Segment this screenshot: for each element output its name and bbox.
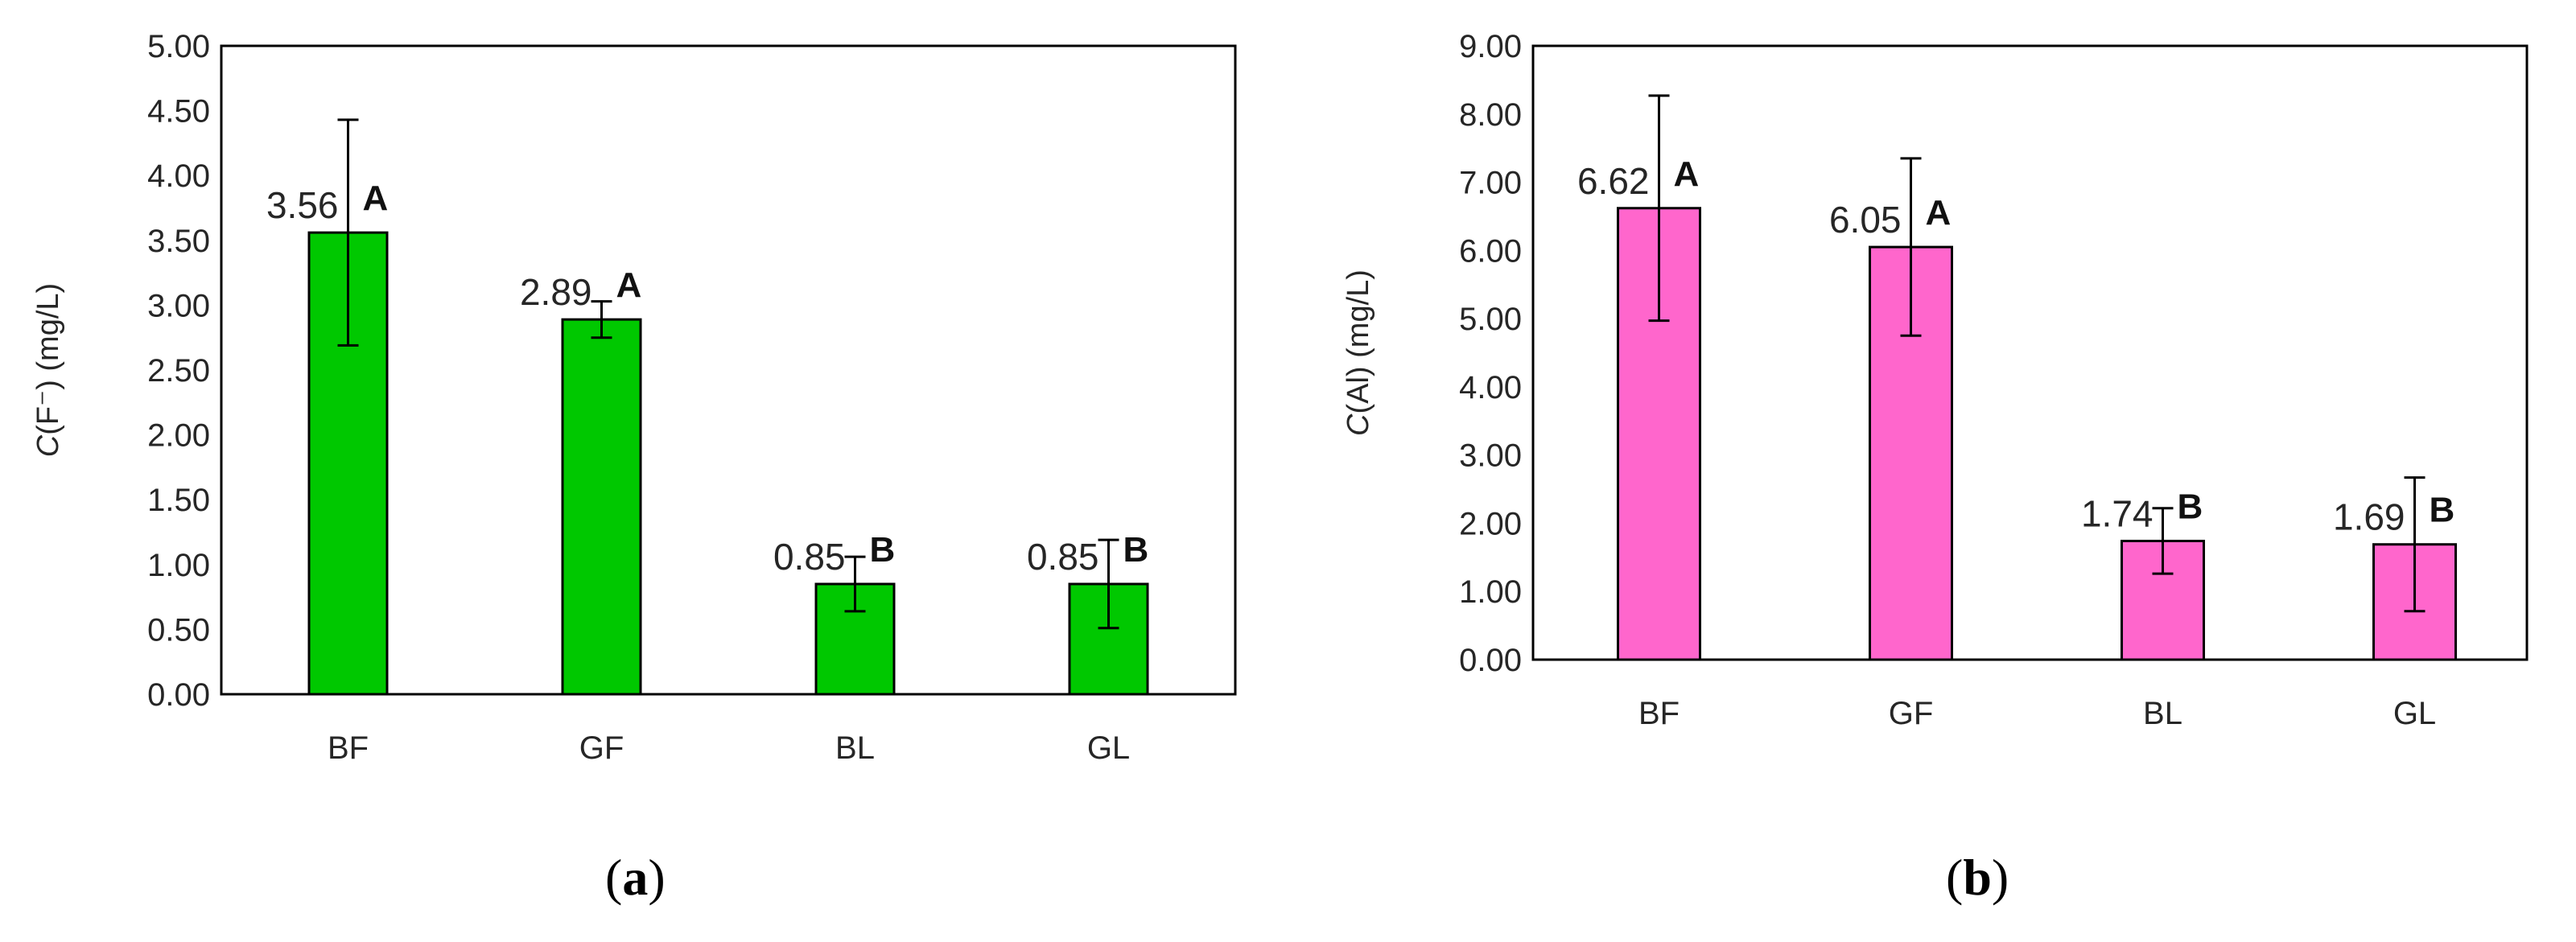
y-tick-label: 9.00 xyxy=(1459,29,1522,64)
y-tick-label: 0.00 xyxy=(147,677,210,713)
significance-letter: A xyxy=(1674,154,1700,194)
significance-letter: A xyxy=(1926,193,1952,232)
y-tick-label: 5.00 xyxy=(147,29,210,64)
chart-a: 0.00 0.50 1.00 1.50 2.00 2.50 3.00 3.50 4.00 4.50… xyxy=(31,29,1237,906)
y-tick-label: 7.00 xyxy=(1459,166,1522,201)
y-axis-label-variable: C xyxy=(1342,413,1375,436)
x-tick-label: BF xyxy=(1638,696,1680,731)
y-axis-label-unit: (F⁻) (mg/L) xyxy=(31,283,65,435)
significance-letter: B xyxy=(2430,491,2455,530)
significance-letter: B xyxy=(2178,487,2203,526)
y-tick-label: 0.50 xyxy=(147,612,210,648)
y-tick-label: 4.00 xyxy=(147,158,210,194)
x-tick-label: BL xyxy=(2143,696,2182,731)
significance-letter: A xyxy=(616,265,642,305)
y-tick-label: 0.00 xyxy=(1459,643,1522,678)
x-tick-label: GF xyxy=(579,730,624,766)
significance-letter: B xyxy=(1123,530,1149,570)
y-tick-label: 3.00 xyxy=(147,288,210,323)
panel-caption: (a) xyxy=(605,849,666,906)
x-tick-label: GL xyxy=(1087,730,1130,766)
y-tick-label: 3.50 xyxy=(147,224,210,259)
data-label: 1.74 xyxy=(2081,492,2154,534)
panel-caption: (b) xyxy=(1946,849,2009,906)
data-label: 1.69 xyxy=(2333,496,2405,538)
y-tick-label: 2.50 xyxy=(147,353,210,389)
y-axis-label: C(F⁻) (mg/L) xyxy=(31,283,65,457)
y-tick-label: 4.00 xyxy=(1459,370,1522,405)
y-axis-label-variable: C xyxy=(31,434,65,457)
panel-caption-close: ) xyxy=(648,849,665,906)
bar xyxy=(561,318,642,696)
chart-b: 0.00 1.00 2.00 3.00 4.00 5.00 6.00 7.00 8.00 9.00… xyxy=(1342,29,2529,906)
y-tick-label: 2.00 xyxy=(1459,506,1522,541)
y-tick-label: 1.00 xyxy=(1459,574,1522,610)
data-label: 0.85 xyxy=(1027,536,1099,578)
data-label: 3.56 xyxy=(266,184,339,226)
data-label: 2.89 xyxy=(520,271,592,313)
y-tick-label: 4.50 xyxy=(147,94,210,130)
y-tick-label: 8.00 xyxy=(1459,97,1522,133)
x-tick-label: BF xyxy=(328,730,369,766)
y-axis-label-unit: (Al) (mg/L) xyxy=(1342,269,1375,413)
y-tick-label: 5.00 xyxy=(1459,302,1522,337)
y-tick-label: 2.00 xyxy=(147,418,210,454)
y-tick-label: 6.00 xyxy=(1459,233,1522,269)
plot-frame xyxy=(1531,44,2529,661)
significance-letter: A xyxy=(363,179,389,218)
data-label: 0.85 xyxy=(773,536,846,578)
y-tick-label: 3.00 xyxy=(1459,438,1522,474)
panel-caption-open: ( xyxy=(1946,849,1963,906)
panel-caption-open: ( xyxy=(605,849,622,906)
panel-caption-close: ) xyxy=(1992,849,2009,906)
x-tick-label: GL xyxy=(2393,696,2436,731)
panel-caption-letter: b xyxy=(1963,849,1992,906)
y-tick-label: 1.50 xyxy=(147,483,210,518)
data-label: 6.62 xyxy=(1577,160,1650,202)
x-tick-label: GF xyxy=(1889,696,1934,731)
panel-caption-letter: a xyxy=(622,849,648,906)
y-axis-label: C(Al) (mg/L) xyxy=(1342,269,1375,436)
x-tick-label: BL xyxy=(835,730,875,766)
data-label: 6.05 xyxy=(1829,199,1902,241)
significance-letter: B xyxy=(870,530,896,570)
plot-frame xyxy=(220,44,1237,696)
y-tick-label: 1.00 xyxy=(147,548,210,583)
